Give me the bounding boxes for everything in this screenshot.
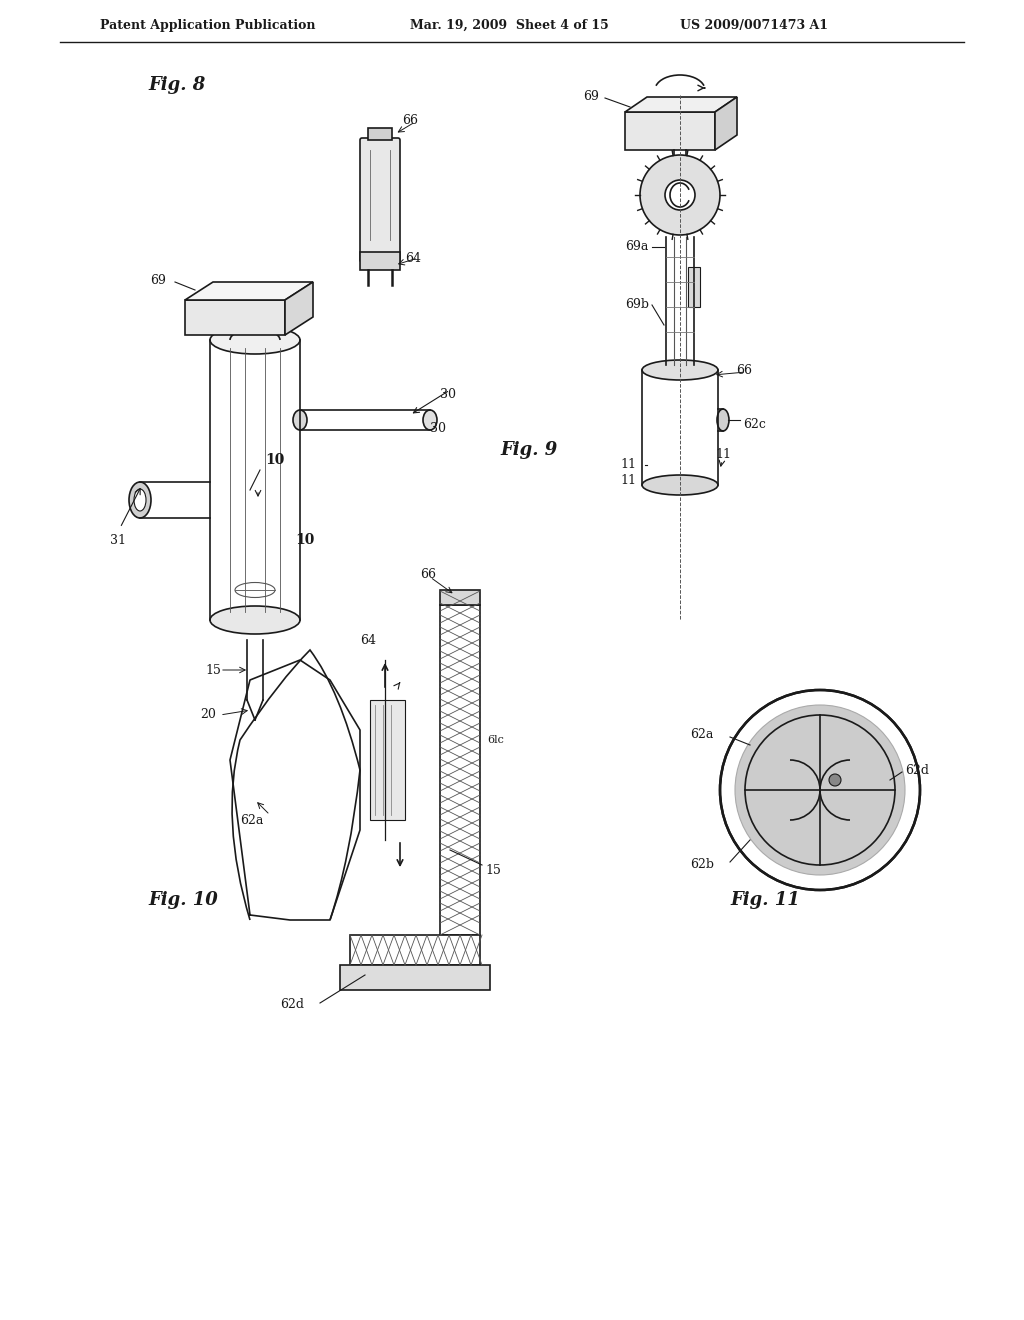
Text: US 2009/0071473 A1: US 2009/0071473 A1: [680, 18, 828, 32]
Text: Mar. 19, 2009  Sheet 4 of 15: Mar. 19, 2009 Sheet 4 of 15: [410, 18, 608, 32]
Text: 62a: 62a: [240, 813, 263, 826]
Text: 66: 66: [402, 114, 418, 127]
Text: 62d: 62d: [905, 763, 929, 776]
Circle shape: [640, 154, 720, 235]
Text: 15: 15: [485, 863, 501, 876]
Text: Fig. 10: Fig. 10: [148, 891, 218, 909]
Bar: [688, 267, 700, 308]
Ellipse shape: [293, 411, 307, 430]
FancyBboxPatch shape: [360, 139, 400, 261]
Ellipse shape: [423, 411, 437, 430]
Circle shape: [665, 180, 695, 210]
Bar: [340, 965, 490, 990]
Bar: [370, 700, 406, 820]
Text: 64: 64: [360, 634, 376, 647]
Text: 69: 69: [583, 91, 599, 103]
Circle shape: [735, 705, 905, 875]
Text: 62b: 62b: [690, 858, 714, 871]
Polygon shape: [625, 96, 737, 112]
Ellipse shape: [717, 409, 729, 432]
Ellipse shape: [210, 326, 300, 354]
Text: Patent Application Publication: Patent Application Publication: [100, 18, 315, 32]
Ellipse shape: [642, 475, 718, 495]
Text: 10: 10: [295, 533, 314, 546]
Text: 62d: 62d: [280, 998, 304, 1011]
Polygon shape: [625, 112, 715, 150]
Text: 66: 66: [736, 363, 752, 376]
Text: 69b: 69b: [625, 298, 649, 312]
Ellipse shape: [129, 482, 151, 517]
Text: 30: 30: [430, 421, 446, 434]
Bar: [350, 935, 480, 965]
Polygon shape: [715, 96, 737, 150]
Text: 64: 64: [406, 252, 421, 264]
Text: 10: 10: [265, 453, 285, 467]
Text: 11: 11: [715, 449, 731, 462]
Text: Fig. 11: Fig. 11: [730, 891, 800, 909]
Text: 11: 11: [620, 458, 636, 471]
Polygon shape: [185, 300, 285, 335]
Bar: [440, 590, 480, 605]
Polygon shape: [185, 282, 313, 300]
Text: 15: 15: [205, 664, 221, 676]
Ellipse shape: [210, 606, 300, 634]
Circle shape: [829, 774, 841, 785]
Text: 20: 20: [200, 709, 216, 722]
Text: 11: 11: [620, 474, 636, 487]
Polygon shape: [285, 282, 313, 335]
Bar: [360, 252, 400, 271]
Text: Fig. 9: Fig. 9: [500, 441, 557, 459]
Text: 69: 69: [150, 273, 166, 286]
Text: 62a: 62a: [690, 729, 714, 742]
Circle shape: [720, 690, 920, 890]
Text: 31: 31: [110, 533, 126, 546]
Text: 30: 30: [440, 388, 456, 401]
Ellipse shape: [642, 360, 718, 380]
Text: 6lc: 6lc: [487, 735, 504, 744]
Bar: [368, 128, 392, 140]
Circle shape: [745, 715, 895, 865]
Bar: [440, 605, 480, 935]
Text: Fig. 8: Fig. 8: [148, 77, 205, 94]
Text: 69a: 69a: [625, 240, 648, 253]
Text: 66: 66: [420, 569, 436, 582]
Ellipse shape: [134, 488, 146, 511]
Text: 62c: 62c: [743, 418, 766, 432]
